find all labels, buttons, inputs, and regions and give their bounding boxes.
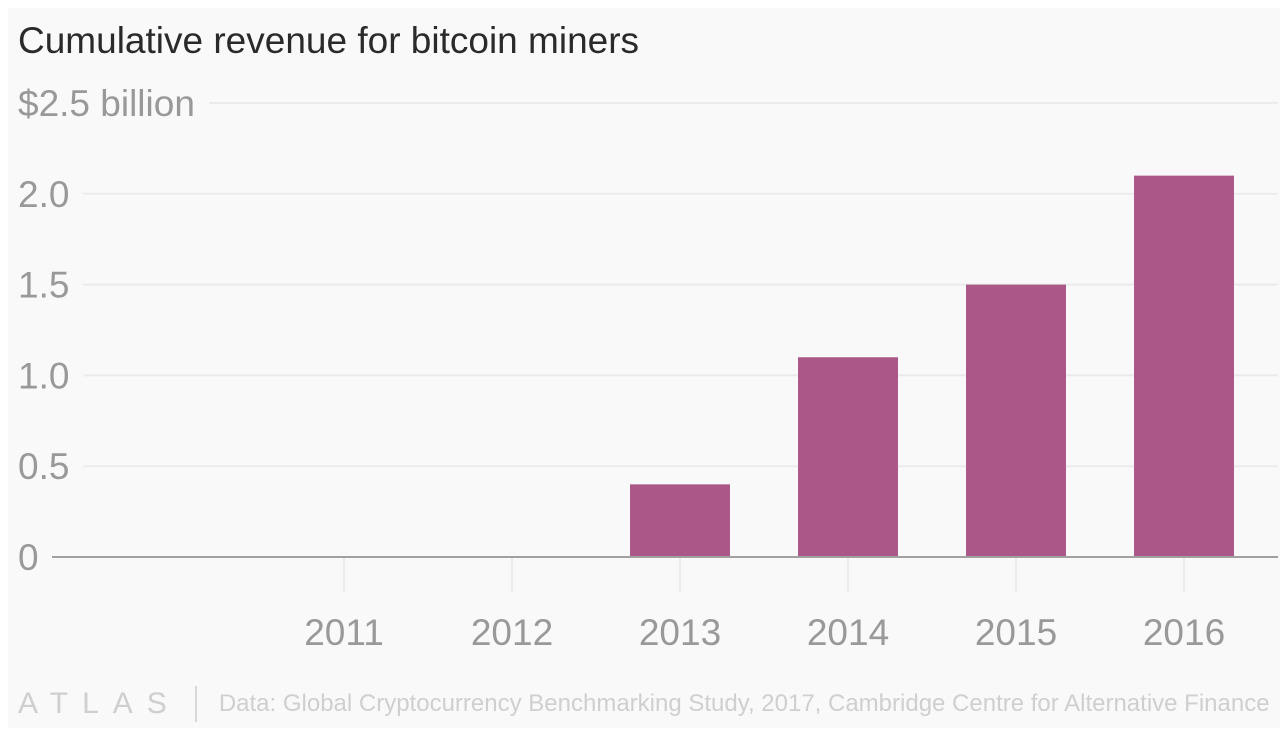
chart-card bbox=[8, 8, 1280, 728]
footer: ATLAS Data: Global Cryptocurrency Benchm… bbox=[18, 686, 1270, 722]
x-tick-label: 2012 bbox=[471, 612, 553, 653]
bar-2013 bbox=[630, 484, 730, 557]
y-tick-label: $2.5 billion bbox=[18, 83, 195, 124]
atlas-logo: ATLAS bbox=[18, 687, 181, 720]
x-tick-label: 2016 bbox=[1143, 612, 1225, 653]
footer-divider bbox=[194, 686, 197, 722]
source-note: Data: Global Cryptocurrency Benchmarking… bbox=[218, 690, 1270, 717]
bar-2015 bbox=[966, 284, 1066, 557]
y-tick-label: 0 bbox=[18, 537, 39, 578]
chart-title: Cumulative revenue for bitcoin miners bbox=[18, 20, 640, 61]
y-tick-label: 1.0 bbox=[18, 355, 69, 396]
y-tick-label: 1.5 bbox=[18, 265, 69, 306]
bar-2014 bbox=[798, 357, 898, 557]
y-tick-label: 0.5 bbox=[18, 446, 69, 487]
x-tick-label: 2011 bbox=[304, 612, 384, 653]
bar-2016 bbox=[1134, 175, 1234, 557]
x-tick-label: 2013 bbox=[639, 612, 721, 653]
x-tick-label: 2015 bbox=[975, 612, 1057, 653]
x-tick-label: 2014 bbox=[807, 612, 889, 653]
y-tick-label: 2.0 bbox=[18, 174, 69, 215]
